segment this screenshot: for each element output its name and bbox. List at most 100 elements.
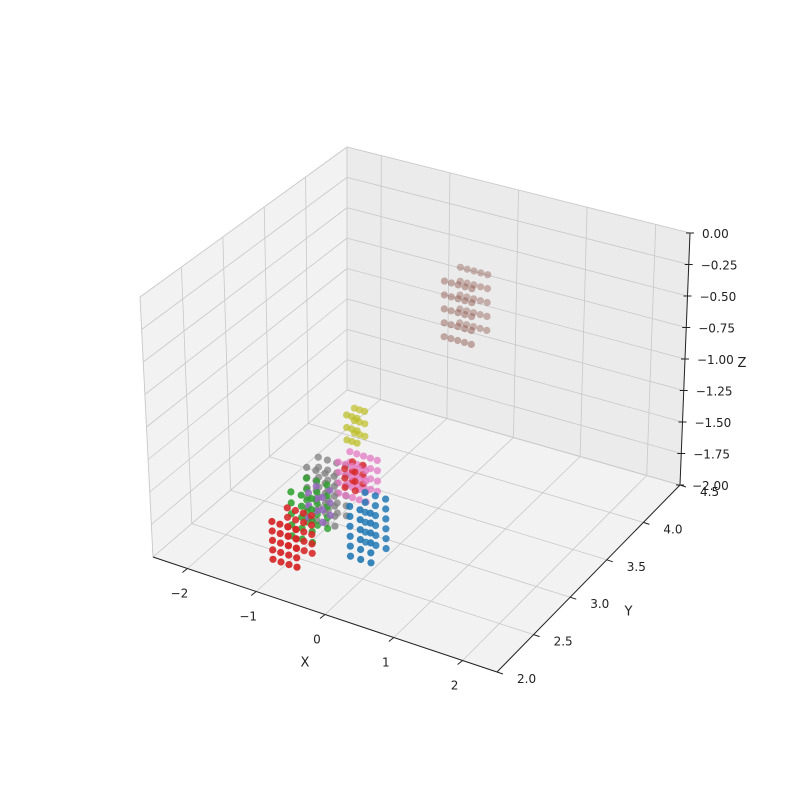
scatter-point	[346, 552, 355, 560]
scatter-point	[283, 504, 291, 512]
scatter-point	[461, 283, 469, 291]
scatter-point	[312, 466, 320, 474]
x-gridline	[324, 437, 514, 615]
scatter-point	[456, 305, 464, 313]
scatter-point	[284, 532, 292, 540]
x-tick-mark	[250, 591, 257, 596]
scatter-point	[483, 298, 491, 307]
scatter-point	[456, 277, 464, 285]
scatter-point	[361, 498, 369, 506]
scatter-point	[454, 309, 462, 317]
x-axis-label: X	[301, 656, 310, 671]
scatter-point	[292, 544, 301, 553]
x-tick-mark	[388, 637, 395, 642]
scatter-point	[285, 561, 293, 569]
scatter-point	[292, 535, 300, 543]
y-tick-label: 3.0	[590, 597, 609, 611]
scatter-point	[302, 474, 310, 482]
z-tick-label: 0.00	[702, 227, 729, 241]
scatter-point	[341, 465, 349, 473]
scatter-point	[313, 488, 321, 497]
scatter-point	[276, 520, 284, 528]
scatter-point	[323, 456, 331, 464]
y-tick-mark	[533, 634, 540, 638]
scatter-point	[297, 502, 306, 510]
scatter-point	[307, 512, 315, 520]
scatter-point	[483, 326, 491, 334]
scatter-point	[284, 513, 292, 521]
scatter-point	[456, 291, 464, 299]
z-gridline	[152, 389, 348, 558]
x-tick-mark	[319, 614, 326, 619]
scatter-point	[366, 454, 374, 462]
scatter-point	[367, 559, 375, 567]
y-tick-mark	[643, 521, 650, 525]
scatter-point	[366, 519, 375, 527]
scatter-point	[454, 323, 462, 331]
scatter-point	[483, 285, 492, 293]
scatter-point	[477, 269, 485, 277]
y-tick-label: 4.5	[700, 485, 719, 499]
scatter-point	[468, 299, 476, 307]
x-tick-label: 2	[451, 679, 459, 693]
scatter-point	[276, 530, 284, 538]
y-gridline	[191, 523, 534, 635]
scatter-point	[326, 486, 334, 495]
scatter-point	[346, 448, 354, 456]
scatter-point	[346, 532, 354, 540]
scatter-point	[303, 463, 311, 471]
scatter-point	[361, 432, 369, 440]
scatter-point	[308, 506, 316, 514]
scatter-point	[287, 499, 295, 507]
y-axis-label: Y	[624, 605, 633, 620]
scatter-point	[314, 453, 322, 461]
scatter-point	[456, 263, 464, 271]
scatter-point	[277, 548, 285, 557]
scatter-point	[308, 549, 316, 557]
z-gridline	[346, 176, 689, 265]
scatter-point	[299, 509, 307, 517]
z-tick-label: −1.25	[696, 385, 733, 399]
z-gridline	[346, 146, 691, 234]
scatter-point	[382, 525, 390, 533]
z-tick-label: −1.75	[693, 448, 730, 462]
z-gridline	[147, 298, 348, 460]
scatter-point	[447, 321, 455, 329]
scatter-point	[268, 536, 277, 545]
scatter-point	[346, 522, 354, 530]
scatter-point	[318, 493, 326, 501]
scatter-point	[440, 333, 448, 341]
z-gridline	[346, 389, 681, 486]
scatter-point	[287, 488, 295, 496]
y-tick-label: 2.5	[554, 635, 573, 649]
scatter-point	[346, 512, 354, 521]
scatter-point	[291, 506, 299, 515]
scatter-point	[346, 542, 354, 550]
scatter-point	[447, 293, 455, 301]
scatter-point	[440, 291, 448, 299]
y-tick-label: 4.0	[663, 522, 682, 536]
scatter-point	[440, 305, 448, 313]
z-gridline	[151, 359, 348, 525]
scatter-point	[362, 467, 370, 475]
scatter-point	[366, 509, 374, 517]
z-gridline	[146, 268, 348, 428]
scatter-point	[308, 540, 316, 548]
scatter-point	[440, 319, 448, 327]
scatter-point	[356, 516, 364, 524]
scatter-point	[353, 439, 361, 447]
scatter-point	[348, 462, 356, 470]
scatter-point	[463, 265, 471, 273]
scatter-point	[341, 474, 349, 482]
tick-labels: −2 −1 0 1 2 2.0 2.5 3.0 3.5 4.0 4.5−2.00 −1.75 −1.50…	[171, 227, 738, 693]
scatter-point	[300, 547, 308, 555]
scatter-point	[371, 502, 379, 510]
scatter-point	[483, 312, 491, 320]
scatter-point	[318, 506, 327, 514]
scatter-point	[470, 295, 478, 303]
scatter-point	[469, 309, 478, 317]
x-gridline	[462, 475, 647, 661]
z-tick-label: −1.50	[695, 416, 732, 430]
scatter-point	[351, 487, 359, 495]
